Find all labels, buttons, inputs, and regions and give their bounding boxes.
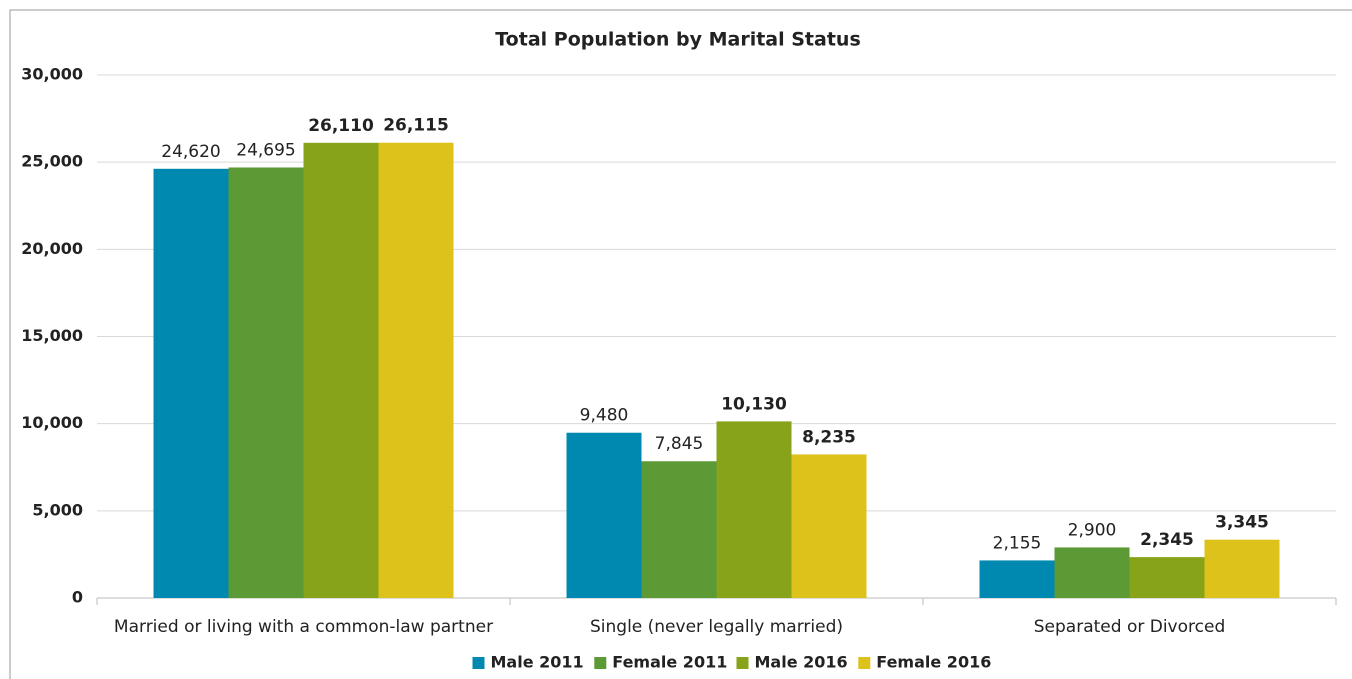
data-label: 2,155 (993, 533, 1042, 553)
y-tick-label: 5,000 (32, 500, 83, 519)
legend-label: Female 2011 (612, 653, 727, 672)
x-tick-label: Single (never legally married) (590, 617, 843, 637)
x-tick-label: Separated or Divorced (1034, 617, 1225, 637)
bar (1129, 557, 1205, 598)
data-label: 9,480 (580, 406, 629, 426)
legend-swatch (594, 657, 607, 669)
data-label: 26,110 (308, 116, 374, 136)
legend-swatch (472, 657, 485, 669)
chart-border (9, 9, 1352, 679)
bar (303, 142, 379, 598)
data-label: 2,900 (1068, 520, 1117, 540)
bar (1204, 539, 1280, 598)
legend-swatch (736, 657, 749, 669)
data-label: 2,345 (1140, 530, 1194, 550)
bar (378, 142, 454, 598)
bar (641, 461, 717, 598)
y-tick-label: 25,000 (21, 152, 83, 171)
y-tick-label: 20,000 (21, 239, 83, 258)
data-label: 24,695 (236, 140, 295, 160)
bar (566, 432, 642, 598)
bar (1054, 547, 1130, 598)
bar (228, 167, 304, 598)
legend-label: Female 2016 (876, 653, 991, 672)
legend-swatch (858, 657, 871, 669)
data-label: 7,845 (655, 434, 704, 454)
y-tick-label: 10,000 (21, 413, 83, 432)
data-label: 3,345 (1215, 513, 1269, 533)
bar (716, 421, 792, 598)
y-tick-label: 0 (72, 588, 83, 607)
data-label: 26,115 (383, 116, 449, 136)
legend-label: Male 2011 (491, 653, 584, 672)
bar (791, 454, 867, 598)
x-tick-label: Married or living with a common-law part… (114, 617, 493, 637)
data-label: 8,235 (802, 427, 856, 447)
chart-title: Total Population by Marital Status (495, 29, 861, 51)
legend-label: Male 2016 (755, 653, 848, 672)
data-label: 24,620 (161, 142, 220, 162)
bar (153, 168, 229, 599)
data-label: 10,130 (721, 394, 787, 414)
y-tick-label: 30,000 (21, 65, 83, 84)
bar (979, 560, 1055, 598)
y-tick-label: 15,000 (21, 326, 83, 345)
